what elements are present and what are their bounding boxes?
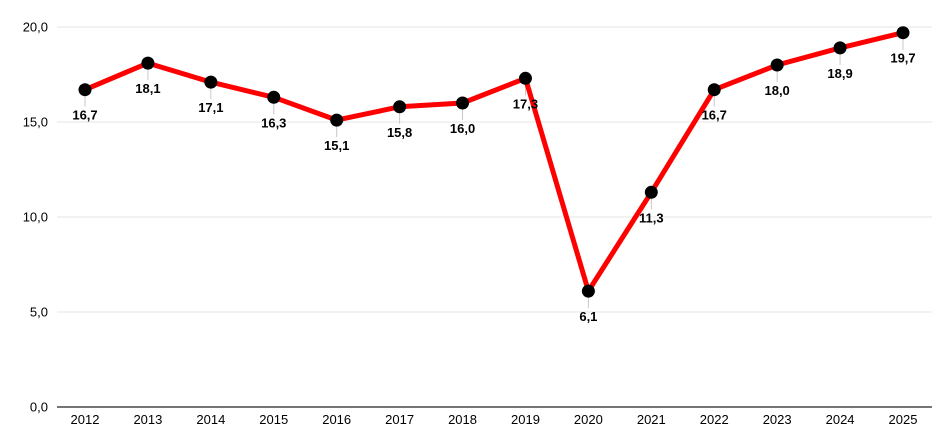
- data-point-2016[interactable]: [330, 113, 344, 127]
- data-point-2024[interactable]: [833, 41, 847, 55]
- data-label: 18,1: [135, 81, 160, 96]
- x-tick-label: 2018: [448, 412, 477, 427]
- data-label: 16,7: [72, 108, 97, 123]
- data-point-2017[interactable]: [393, 100, 407, 114]
- y-tick-label: 20,0: [23, 20, 48, 35]
- x-tick-label: 2016: [322, 412, 351, 427]
- x-tick-label: 2015: [259, 412, 288, 427]
- data-point-2019[interactable]: [518, 71, 532, 85]
- x-tick-label: 2023: [763, 412, 792, 427]
- x-tick-label: 2024: [826, 412, 855, 427]
- data-point-2014[interactable]: [204, 75, 218, 89]
- y-tick-label: 5,0: [30, 305, 48, 320]
- data-point-2015[interactable]: [267, 90, 281, 104]
- data-label: 17,1: [198, 100, 223, 115]
- data-point-2018[interactable]: [456, 96, 470, 110]
- data-point-2022[interactable]: [707, 83, 721, 97]
- data-label: 16,7: [702, 108, 727, 123]
- data-label: 18,0: [764, 83, 789, 98]
- x-tick-label: 2021: [637, 412, 666, 427]
- data-label: 15,8: [387, 125, 412, 140]
- data-label: 18,9: [827, 66, 852, 81]
- x-tick-label: 2019: [511, 412, 540, 427]
- x-tick-label: 2014: [196, 412, 225, 427]
- x-tick-label: 2017: [385, 412, 414, 427]
- series-line: [82, 30, 906, 294]
- data-label: 11,3: [639, 210, 664, 225]
- data-label: 19,7: [890, 51, 915, 66]
- data-label: 6,1: [579, 309, 597, 324]
- data-point-2012[interactable]: [78, 83, 92, 97]
- x-tick-label: 2013: [133, 412, 162, 427]
- data-label: 16,3: [261, 115, 286, 130]
- data-point-2013[interactable]: [141, 56, 155, 70]
- data-label: 15,1: [324, 138, 349, 153]
- data-label: 16,0: [450, 121, 475, 136]
- y-tick-label: 15,0: [23, 115, 48, 130]
- x-tick-label: 2025: [889, 412, 918, 427]
- data-point-2025[interactable]: [896, 26, 910, 40]
- data-point-2020[interactable]: [581, 284, 595, 298]
- data-point-2021[interactable]: [644, 185, 658, 199]
- x-tick-label: 2012: [71, 412, 100, 427]
- x-tick-label: 2020: [574, 412, 603, 427]
- x-tick-label: 2022: [700, 412, 729, 427]
- data-point-2023[interactable]: [770, 58, 784, 72]
- y-tick-label: 10,0: [23, 210, 48, 225]
- data-label: 17,3: [513, 96, 538, 111]
- y-tick-label: 0,0: [30, 400, 48, 415]
